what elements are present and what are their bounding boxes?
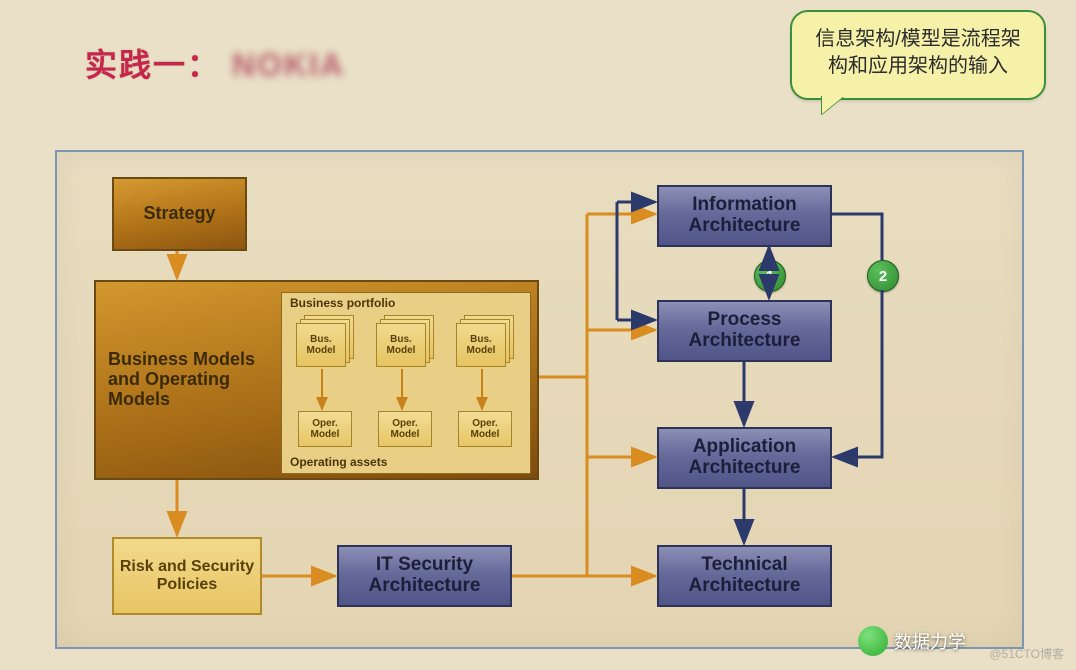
node-itsec: IT Security Architecture — [337, 545, 512, 607]
node-risk: Risk and Security Policies — [112, 537, 262, 615]
oper-box-1: Oper. Model — [298, 411, 352, 447]
node-app-label: Application Architecture — [659, 437, 830, 479]
bus-card-label: Bus. Model — [377, 334, 425, 356]
node-strategy-label: Strategy — [143, 204, 215, 224]
circle-2: 2 — [867, 260, 899, 292]
circle-2-label: 2 — [879, 268, 887, 285]
node-bmom: Business Models and Operating Models Bus… — [94, 280, 539, 480]
bus-stack-1: Bus. Model — [296, 315, 356, 369]
oper-box-2: Oper. Model — [378, 411, 432, 447]
node-info: Information Architecture — [657, 185, 832, 247]
wechat-badge: 数据力学 — [858, 626, 966, 656]
node-tech-label: Technical Architecture — [659, 555, 830, 597]
callout-text: 信息架构/模型是流程架构和应用架构的输入 — [815, 28, 1021, 77]
circle-1: 1 — [754, 260, 786, 292]
oper-label: Oper. Model — [459, 418, 511, 440]
wechat-text: 数据力学 — [894, 628, 966, 654]
node-info-label: Information Architecture — [659, 195, 830, 237]
oper-label: Oper. Model — [299, 418, 351, 440]
node-bmom-label: Business Models and Operating Models — [108, 350, 273, 409]
wechat-icon — [858, 626, 888, 656]
title-blurred: NOKIA — [232, 47, 345, 83]
bus-card-label: Bus. Model — [297, 334, 345, 356]
callout-bubble: 信息架构/模型是流程架构和应用架构的输入 — [790, 10, 1046, 100]
node-proc-label: Process Architecture — [659, 310, 830, 352]
oper-box-3: Oper. Model — [458, 411, 512, 447]
operating-assets-label: Operating assets — [290, 456, 387, 469]
bus-stack-3: Bus. Model — [456, 315, 516, 369]
watermark: @51CTO博客 — [989, 645, 1064, 662]
diagram-panel: Strategy Business Models and Operating M… — [55, 150, 1024, 649]
bus-card-label: Bus. Model — [457, 334, 505, 356]
node-tech: Technical Architecture — [657, 545, 832, 607]
page-title: 实践一： NOKIA — [85, 40, 345, 86]
node-proc: Process Architecture — [657, 300, 832, 362]
circle-1-label: 1 — [766, 268, 774, 285]
portfolio-title: Business portfolio — [290, 297, 395, 310]
title-prefix: 实践一： — [85, 47, 221, 83]
bus-stack-2: Bus. Model — [376, 315, 436, 369]
portfolio-panel: Business portfolio Bus. Model Bus. Model… — [281, 292, 531, 474]
node-strategy: Strategy — [112, 177, 247, 251]
node-risk-label: Risk and Security Policies — [114, 558, 260, 593]
node-itsec-label: IT Security Architecture — [339, 555, 510, 597]
callout-tail — [822, 96, 844, 114]
oper-label: Oper. Model — [379, 418, 431, 440]
node-app: Application Architecture — [657, 427, 832, 489]
